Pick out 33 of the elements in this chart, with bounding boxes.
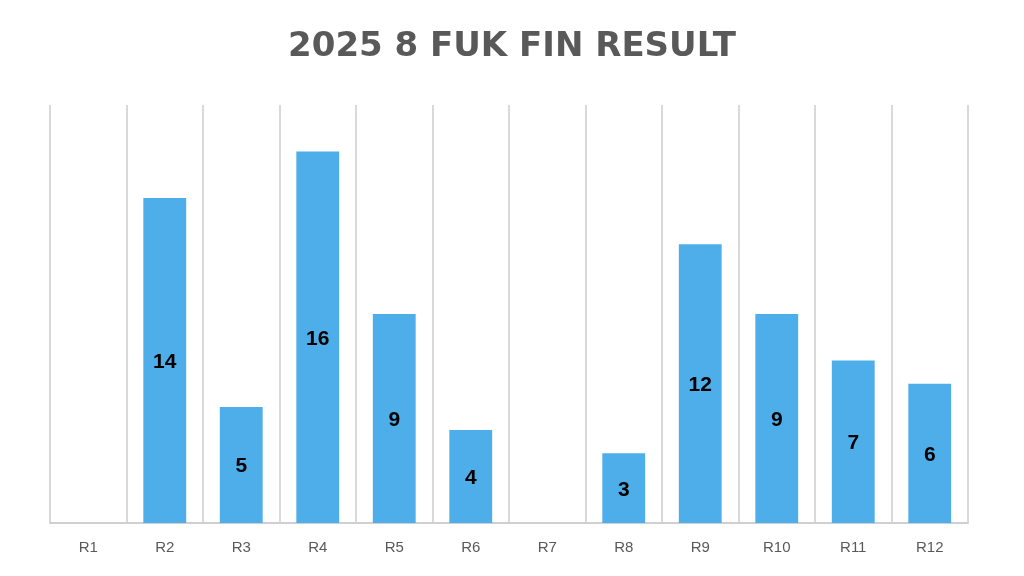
data-label: 5	[235, 453, 248, 477]
data-label: 4	[464, 465, 477, 489]
bar	[755, 314, 799, 523]
x-tick-label: R5	[384, 538, 404, 555]
bar	[372, 314, 416, 523]
data-label: 9	[388, 407, 401, 430]
bar	[831, 360, 875, 523]
x-tick-label: R10	[762, 538, 791, 555]
bar	[678, 244, 722, 523]
data-label: 6	[923, 441, 936, 465]
x-tick-label: R11	[840, 538, 867, 555]
data-label: 14	[153, 348, 177, 372]
data-label: 7	[847, 430, 860, 454]
x-tick-label: R7	[537, 538, 557, 555]
data-label: 16	[306, 325, 330, 349]
x-tick-label: R8	[614, 538, 634, 555]
x-tick-label: R12	[915, 538, 944, 555]
x-tick-label: R4	[308, 538, 328, 555]
data-label: 3	[617, 476, 630, 500]
bar	[602, 453, 646, 523]
bar	[449, 430, 493, 523]
chart-title: 2025 8 FUK FIN RESULT	[288, 24, 737, 64]
data-label: 9	[770, 407, 783, 430]
x-tick-label: R6	[461, 538, 481, 555]
x-tick-label: R1	[78, 538, 98, 555]
bar	[908, 383, 952, 523]
x-tick-label: R3	[231, 538, 251, 555]
bar	[143, 197, 187, 523]
x-tick-label: R9	[690, 538, 710, 555]
bar	[219, 406, 263, 523]
data-label: 12	[688, 372, 712, 396]
x-tick-label: R2	[155, 538, 175, 555]
bar	[296, 151, 340, 523]
